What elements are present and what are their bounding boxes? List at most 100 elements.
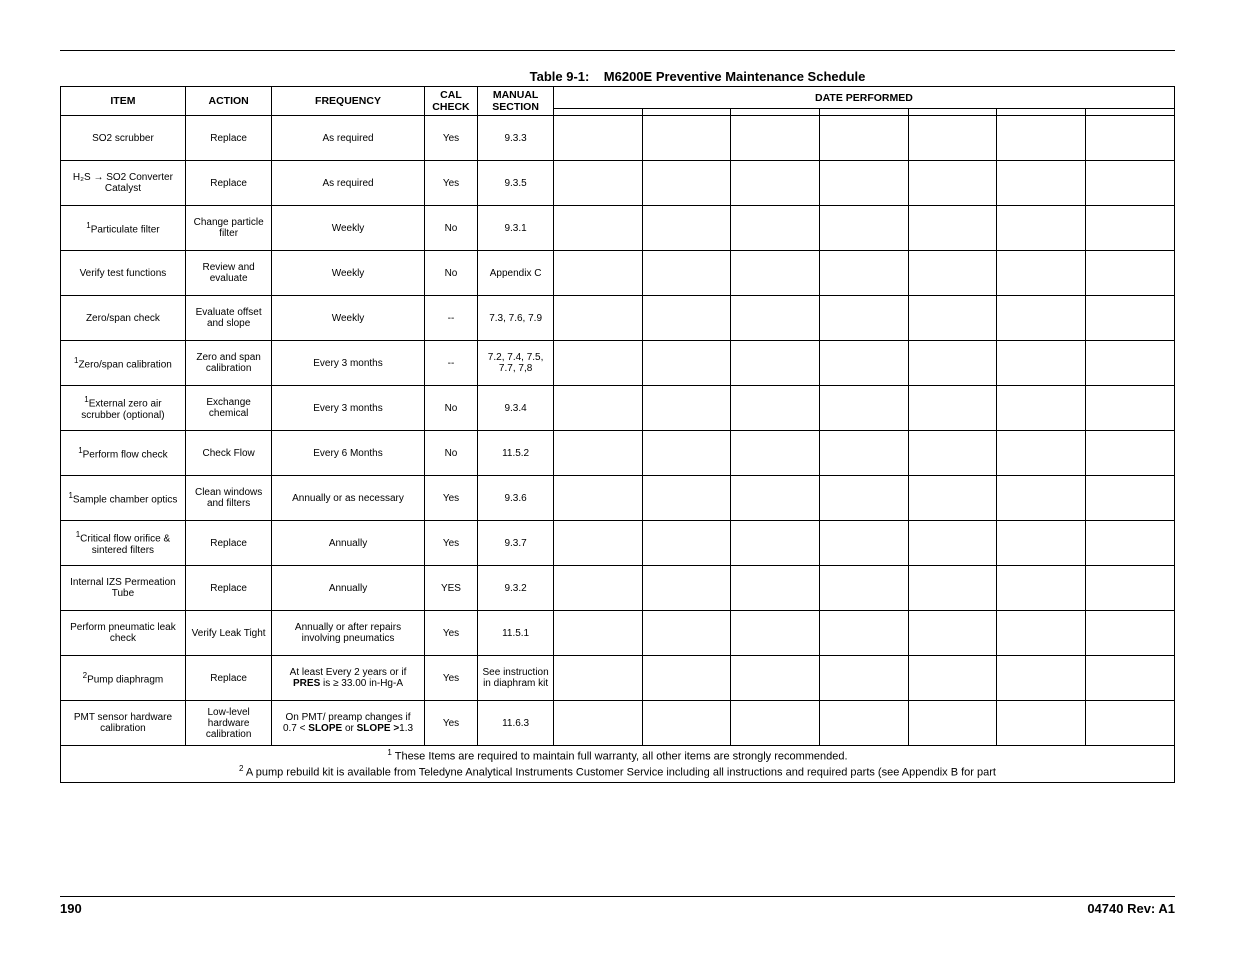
cell-frequency: As required (272, 161, 424, 206)
cell-action: Verify Leak Tight (185, 611, 272, 656)
cell-date-performed (820, 386, 909, 431)
cell-date-performed (731, 116, 820, 161)
cell-date-performed (642, 116, 731, 161)
table-row: H₂S → SO2 Converter CatalystReplaceAs re… (61, 161, 1175, 206)
cell-frequency: Every 3 months (272, 386, 424, 431)
cell-action: Replace (185, 521, 272, 566)
cell-frequency: Weekly (272, 251, 424, 296)
cell-date-performed (997, 476, 1086, 521)
header-date-sub (997, 109, 1086, 116)
cell-date-performed (997, 566, 1086, 611)
cell-date-performed (1086, 206, 1175, 251)
cell-frequency: As required (272, 116, 424, 161)
footer-revision: 04740 Rev: A1 (1087, 901, 1175, 916)
cell-date-performed (731, 341, 820, 386)
cell-cal-check: Yes (424, 656, 478, 701)
cell-action: Review and evaluate (185, 251, 272, 296)
cell-item: 1Particulate filter (61, 206, 186, 251)
cell-manual-section: 9.3.2 (478, 566, 554, 611)
cell-frequency: Weekly (272, 206, 424, 251)
cell-date-performed (908, 701, 997, 746)
table-row: SO2 scrubberReplaceAs requiredYes9.3.3 (61, 116, 1175, 161)
cell-cal-check: -- (424, 296, 478, 341)
header-date-sub (642, 109, 731, 116)
cell-item: Zero/span check (61, 296, 186, 341)
cell-item: SO2 scrubber (61, 116, 186, 161)
cell-date-performed (820, 296, 909, 341)
cell-cal-check: Yes (424, 521, 478, 566)
cell-date-performed (553, 296, 642, 341)
cell-date-performed (642, 701, 731, 746)
cell-date-performed (642, 341, 731, 386)
cell-date-performed (642, 206, 731, 251)
cell-date-performed (908, 206, 997, 251)
cell-cal-check: Yes (424, 611, 478, 656)
header-action: ACTION (185, 87, 272, 116)
cell-date-performed (1086, 296, 1175, 341)
table-row: Perform pneumatic leak checkVerify Leak … (61, 611, 1175, 656)
cell-date-performed (997, 296, 1086, 341)
cell-date-performed (642, 251, 731, 296)
cell-date-performed (731, 566, 820, 611)
cell-date-performed (642, 521, 731, 566)
header-manual-section: MANUAL SECTION (478, 87, 554, 116)
table-row: 1Particulate filterChange particle filte… (61, 206, 1175, 251)
cell-manual-section: 11.5.2 (478, 431, 554, 476)
cell-cal-check: Yes (424, 116, 478, 161)
cell-date-performed (731, 431, 820, 476)
cell-item: 1Critical flow orifice & sintered filter… (61, 521, 186, 566)
cell-date-performed (642, 566, 731, 611)
table-body: SO2 scrubberReplaceAs requiredYes9.3.3H₂… (61, 116, 1175, 746)
cell-date-performed (731, 521, 820, 566)
cell-date-performed (1086, 521, 1175, 566)
cell-date-performed (820, 611, 909, 656)
cell-date-performed (553, 431, 642, 476)
cell-date-performed (731, 251, 820, 296)
cell-date-performed (908, 251, 997, 296)
cell-manual-section: 9.3.4 (478, 386, 554, 431)
cell-frequency: Every 3 months (272, 341, 424, 386)
cell-frequency: On PMT/ preamp changes if0.7 < SLOPE or … (272, 701, 424, 746)
cell-date-performed (820, 521, 909, 566)
table-row: 2Pump diaphragmReplaceAt least Every 2 y… (61, 656, 1175, 701)
cell-date-performed (553, 251, 642, 296)
cell-date-performed (642, 476, 731, 521)
cell-date-performed (553, 656, 642, 701)
cell-frequency: Annually or after repairs involving pneu… (272, 611, 424, 656)
table-row: 1Perform flow checkCheck FlowEvery 6 Mon… (61, 431, 1175, 476)
cell-date-performed (820, 431, 909, 476)
cell-date-performed (642, 431, 731, 476)
cell-date-performed (731, 161, 820, 206)
cell-action: Replace (185, 116, 272, 161)
cell-item: H₂S → SO2 Converter Catalyst (61, 161, 186, 206)
cell-action: Check Flow (185, 431, 272, 476)
cell-date-performed (731, 611, 820, 656)
footnotes: 1 These Items are required to maintain f… (61, 746, 1175, 783)
cell-cal-check: No (424, 251, 478, 296)
cell-item: PMT sensor hardware calibration (61, 701, 186, 746)
table-row: 1Zero/span calibrationZero and span cali… (61, 341, 1175, 386)
cell-date-performed (642, 296, 731, 341)
cell-date-performed (1086, 161, 1175, 206)
cell-date-performed (908, 161, 997, 206)
header-date-performed: DATE PERFORMED (553, 87, 1174, 109)
cell-date-performed (997, 251, 1086, 296)
cell-date-performed (908, 431, 997, 476)
table-header: ITEM ACTION FREQUENCY CAL CHECK MANUAL S… (61, 87, 1175, 116)
page-footer: 190 04740 Rev: A1 (60, 896, 1175, 916)
cell-date-performed (820, 341, 909, 386)
cell-date-performed (997, 701, 1086, 746)
cell-frequency: Weekly (272, 296, 424, 341)
header-date-sub (553, 109, 642, 116)
top-rule (60, 50, 1175, 51)
cell-date-performed (820, 116, 909, 161)
table-row: Internal IZS Permeation TubeReplaceAnnua… (61, 566, 1175, 611)
cell-date-performed (908, 656, 997, 701)
cell-item: 2Pump diaphragm (61, 656, 186, 701)
cell-cal-check: Yes (424, 701, 478, 746)
cell-date-performed (820, 701, 909, 746)
cell-date-performed (553, 611, 642, 656)
cell-frequency: Annually or as necessary (272, 476, 424, 521)
cell-date-performed (820, 656, 909, 701)
cell-date-performed (908, 566, 997, 611)
